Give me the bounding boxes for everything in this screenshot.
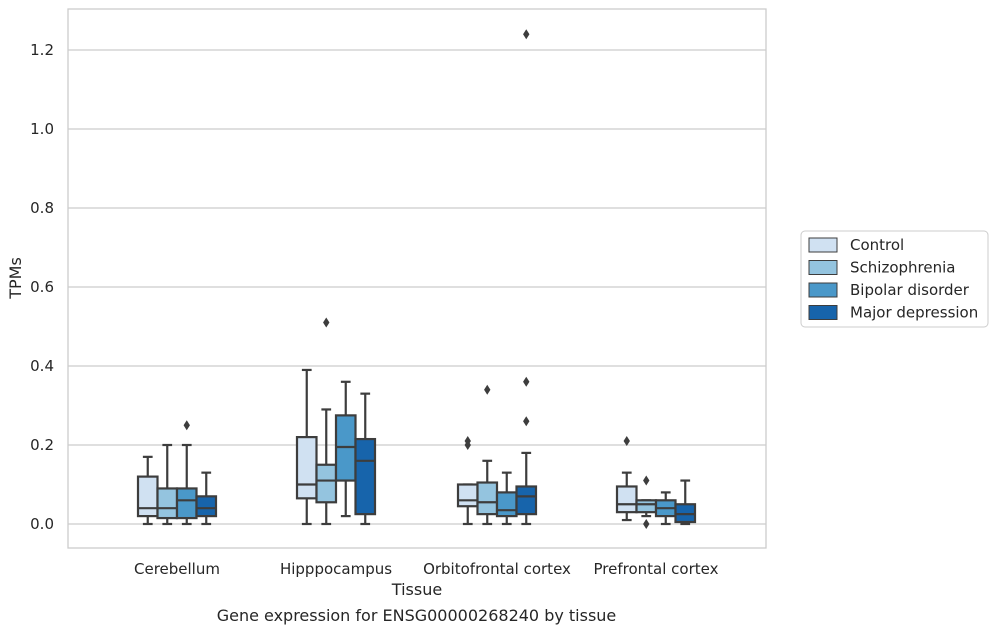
outlier-point bbox=[464, 436, 471, 447]
y-tick-label: 0.2 bbox=[30, 436, 54, 454]
x-tick-label: Orbitofrontal cortex bbox=[423, 560, 571, 578]
y-tick-label: 0.6 bbox=[30, 278, 54, 296]
y-tick-label: 0.0 bbox=[30, 515, 54, 533]
y-tick-label: 1.2 bbox=[30, 41, 54, 59]
box-iqr bbox=[635, 499, 658, 514]
box-iqr bbox=[515, 485, 538, 516]
outlier-point bbox=[323, 317, 330, 328]
legend-swatch bbox=[808, 260, 838, 275]
legend-label: Schizophrenia bbox=[850, 259, 955, 277]
box-plot bbox=[195, 471, 218, 526]
y-tick-label: 1.0 bbox=[30, 120, 54, 138]
x-tick-label: Prefrontal cortex bbox=[594, 560, 719, 578]
box-plot bbox=[495, 471, 518, 526]
box-layer bbox=[136, 29, 697, 529]
outlier-point bbox=[484, 384, 491, 395]
box-plot bbox=[635, 475, 658, 529]
grid-layer bbox=[68, 49, 766, 525]
legend-swatch bbox=[808, 305, 838, 320]
box-iqr bbox=[195, 495, 218, 518]
box-iqr bbox=[156, 487, 179, 520]
outlier-point bbox=[183, 420, 190, 431]
legend-label: Bipolar disorder bbox=[850, 281, 970, 299]
outlier-point bbox=[523, 416, 530, 427]
box-plot bbox=[654, 491, 677, 526]
outlier-point bbox=[623, 436, 630, 447]
y-tick-label: 0.8 bbox=[30, 199, 54, 217]
legend-swatch bbox=[808, 237, 838, 253]
plot-frame bbox=[67, 8, 767, 549]
outlier-point bbox=[523, 376, 530, 387]
box-iqr bbox=[175, 487, 198, 520]
x-axis-title: Tissue bbox=[391, 580, 442, 599]
y-tick-label: 0.4 bbox=[30, 357, 54, 375]
outlier-point bbox=[643, 475, 650, 486]
box-iqr bbox=[456, 483, 479, 508]
x-tick-label: Cerebellum bbox=[134, 560, 220, 578]
box-plot bbox=[175, 420, 198, 526]
box-iqr bbox=[295, 436, 318, 500]
outlier-point bbox=[523, 29, 530, 40]
box-plot bbox=[156, 443, 179, 526]
box-iqr bbox=[315, 463, 338, 504]
x-tick-label: Hipppocampus bbox=[280, 560, 392, 578]
box-iqr bbox=[476, 481, 499, 516]
box-plot bbox=[515, 29, 538, 526]
box-plot bbox=[315, 317, 338, 526]
legend-frame bbox=[800, 230, 989, 328]
box-plot bbox=[456, 436, 479, 526]
y-axis-title: TPMs bbox=[6, 257, 25, 300]
box-plot bbox=[674, 479, 697, 526]
legend-label: Control bbox=[850, 236, 904, 254]
box-plot bbox=[295, 368, 318, 526]
legend-swatch bbox=[808, 282, 838, 298]
box-iqr bbox=[136, 475, 159, 518]
x-tick-labels: Cerebellum Hipppocampus Orbitofrontal cort… bbox=[134, 560, 719, 578]
box-iqr bbox=[615, 485, 638, 514]
box-plot bbox=[354, 392, 377, 526]
box-plot bbox=[476, 384, 499, 526]
legend-label: Major depression bbox=[850, 304, 978, 322]
chart-caption: Gene expression for ENSG00000268240 by t… bbox=[216, 606, 617, 625]
box-iqr bbox=[495, 491, 518, 518]
box-plot bbox=[334, 380, 357, 518]
y-tick-labels: 0.0 0.2 0.4 0.6 0.8 1.0 1.2 bbox=[30, 41, 54, 533]
box-iqr bbox=[354, 437, 377, 516]
box-plot bbox=[615, 436, 638, 522]
outlier-point bbox=[643, 519, 650, 529]
box-plot bbox=[136, 455, 159, 526]
legend: Control Schizophrenia Bipolar disorder Majo… bbox=[800, 230, 989, 328]
